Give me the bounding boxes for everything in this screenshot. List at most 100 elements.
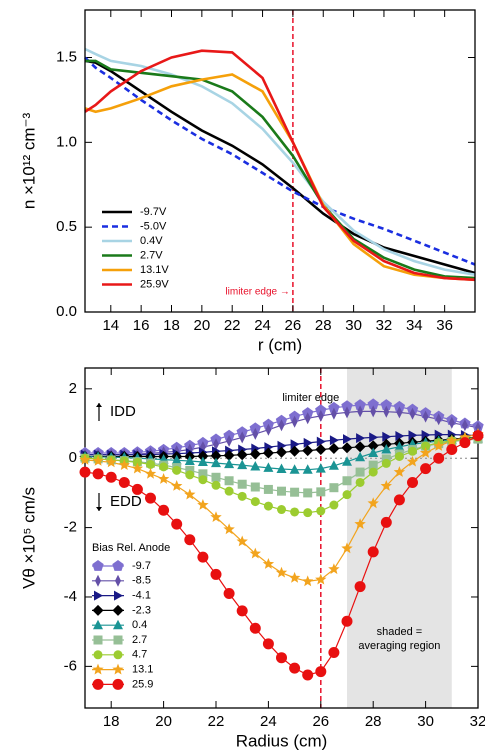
marker <box>93 650 103 660</box>
x-tick-label: 14 <box>102 317 119 334</box>
marker <box>355 451 366 462</box>
marker <box>237 491 247 501</box>
x-tick-label: 24 <box>260 713 277 730</box>
x-tick-label: 22 <box>208 713 225 730</box>
marker <box>393 466 406 477</box>
marker <box>171 454 182 465</box>
marker <box>383 405 390 418</box>
marker <box>92 560 104 571</box>
y-tick-label: 0 <box>69 449 77 466</box>
marker <box>367 398 379 410</box>
marker <box>92 678 104 690</box>
marker <box>263 462 274 472</box>
marker <box>315 463 326 473</box>
marker <box>368 447 379 457</box>
marker <box>171 518 183 530</box>
legend-label: 0.4V <box>140 235 163 247</box>
series-line <box>85 59 476 280</box>
legend-label: 4.7 <box>132 649 147 661</box>
marker <box>406 455 419 467</box>
marker <box>93 619 103 630</box>
marker <box>112 678 124 690</box>
marker <box>145 492 156 504</box>
marker <box>393 400 406 412</box>
marker <box>92 663 104 675</box>
legend-label: 25.9 <box>132 678 153 690</box>
marker <box>184 488 196 500</box>
marker <box>328 443 340 454</box>
marker <box>157 473 170 484</box>
marker <box>277 505 286 515</box>
legend-label: 0.4 <box>132 619 147 631</box>
marker <box>276 463 287 473</box>
x-tick-label: 20 <box>155 713 172 730</box>
marker <box>289 662 301 674</box>
marker <box>315 573 327 585</box>
marker <box>328 401 340 413</box>
marker <box>113 619 123 630</box>
y-tick-label: -6 <box>64 657 77 674</box>
marker <box>316 436 326 447</box>
marker <box>92 455 104 466</box>
y-axis-label: n ×10¹² cm⁻³ <box>19 112 38 209</box>
marker <box>381 444 392 454</box>
marker <box>249 622 261 634</box>
marker <box>342 456 352 466</box>
marker <box>224 486 234 496</box>
marker <box>197 450 209 462</box>
span-label: averaging region <box>358 640 440 652</box>
marker <box>472 430 484 442</box>
marker <box>341 542 353 554</box>
marker <box>393 494 405 506</box>
marker <box>303 508 313 518</box>
marker <box>114 590 123 601</box>
marker <box>367 497 379 509</box>
marker <box>118 476 130 488</box>
arrow-head <box>96 403 102 407</box>
legend-title: Bias Rel. Anode <box>92 542 170 554</box>
marker <box>92 468 104 480</box>
y-axis-label: Vθ ×10⁵ cm/s <box>19 487 38 589</box>
x-tick-label: 32 <box>376 317 393 334</box>
x-tick-label: 22 <box>224 317 241 334</box>
x-tick-label: 18 <box>163 317 180 334</box>
marker <box>381 454 391 464</box>
marker <box>370 405 377 418</box>
marker <box>303 488 313 498</box>
marker <box>290 507 300 517</box>
marker <box>237 459 248 470</box>
marker <box>341 615 353 627</box>
marker <box>112 663 124 675</box>
marker <box>158 504 170 516</box>
marker <box>226 434 233 447</box>
marker <box>131 462 144 474</box>
marker <box>210 450 222 462</box>
marker <box>210 511 222 522</box>
legend-label: 25.9V <box>140 278 169 290</box>
y-tick-label: 1.5 <box>56 48 77 65</box>
x-tick-label: 28 <box>365 713 382 730</box>
marker <box>396 406 403 419</box>
limiter-label: limiter edge → <box>225 287 289 298</box>
marker <box>112 604 124 616</box>
y-tick-label: -4 <box>64 588 77 605</box>
marker <box>172 465 182 475</box>
marker <box>185 465 195 475</box>
marker <box>355 477 365 487</box>
marker <box>115 574 121 587</box>
marker <box>262 447 274 459</box>
y-tick-label: 1.0 <box>56 133 77 150</box>
marker <box>184 534 196 546</box>
marker <box>276 446 287 458</box>
marker <box>408 446 417 456</box>
marker <box>184 455 195 465</box>
marker <box>446 434 458 446</box>
marker <box>277 440 287 451</box>
marker <box>343 434 352 445</box>
chart: limiter edge → 14 16 18 20 22 24 26 28 30 32 34 36 0.… <box>19 9 476 354</box>
x-tick-label: 16 <box>133 317 150 334</box>
marker <box>407 476 418 488</box>
marker <box>380 399 392 410</box>
